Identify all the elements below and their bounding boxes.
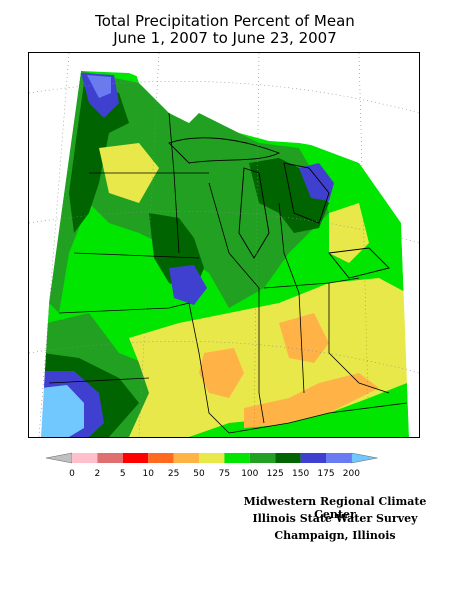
zone-200-plus-nw xyxy=(87,75,111,98)
legend-label: 200 xyxy=(343,469,360,479)
legend-swatch xyxy=(122,453,149,463)
legend-swatch xyxy=(148,453,174,463)
legend-swatch xyxy=(199,453,225,463)
legend-label: 75 xyxy=(219,469,230,479)
color-legend: 0 2 5 10 25 50 75 100 125 150 175 200 xyxy=(45,452,378,479)
zone-175-200-ia xyxy=(169,265,207,305)
zone-yellow-lake xyxy=(329,203,369,263)
graticule xyxy=(29,53,419,437)
credit-survey: Illinois State Water Survey xyxy=(252,512,418,525)
legend-labels: 0 2 5 10 25 50 75 100 125 150 175 200 xyxy=(69,469,360,479)
no-data-canada xyxy=(129,53,419,163)
no-data-west xyxy=(29,53,81,437)
map-canvas xyxy=(29,53,419,437)
legend-label: 100 xyxy=(241,469,258,479)
legend-label: 50 xyxy=(193,469,205,479)
great-lakes xyxy=(168,137,390,279)
zone-orange-in xyxy=(279,313,329,363)
legend-label: 5 xyxy=(120,469,126,479)
zone-150-175-north xyxy=(69,83,129,233)
legend-swatch xyxy=(173,453,199,463)
zone-200-plus-sw xyxy=(41,385,84,437)
legend-swatch xyxy=(300,453,326,463)
zone-125-150 xyxy=(49,71,329,313)
legend-swatch xyxy=(72,453,98,463)
legend-label: 125 xyxy=(267,469,284,479)
legend-swatch xyxy=(224,453,250,463)
legend-label: 10 xyxy=(142,469,154,479)
legend-arrow-high xyxy=(351,452,378,464)
legend-swatch xyxy=(326,453,352,463)
map-title: Total Precipitation Percent of Mean xyxy=(95,12,355,30)
map-date-range: June 1, 2007 to June 23, 2007 xyxy=(113,29,337,47)
legend-label: 150 xyxy=(292,469,309,479)
legend-label: 2 xyxy=(95,469,101,479)
legend-arrow-low xyxy=(45,452,73,464)
legend-swatch xyxy=(275,453,301,463)
precipitation-map xyxy=(28,52,420,438)
legend-bars xyxy=(45,452,378,464)
zone-175-200-mi xyxy=(299,163,334,201)
no-data-east xyxy=(401,223,419,437)
legend-label: 25 xyxy=(168,469,179,479)
legend-label: 175 xyxy=(317,469,334,479)
legend-swatch xyxy=(97,453,123,463)
legend-label: 0 xyxy=(69,469,75,479)
state-boundaries xyxy=(48,112,408,434)
zone-orange-ky xyxy=(244,373,379,428)
credit-center: Midwestern Regional Climate Center xyxy=(243,495,427,521)
credit-location: Champaign, Illinois xyxy=(274,529,396,542)
zone-orange-il xyxy=(199,348,244,398)
legend-swatch xyxy=(249,453,276,463)
